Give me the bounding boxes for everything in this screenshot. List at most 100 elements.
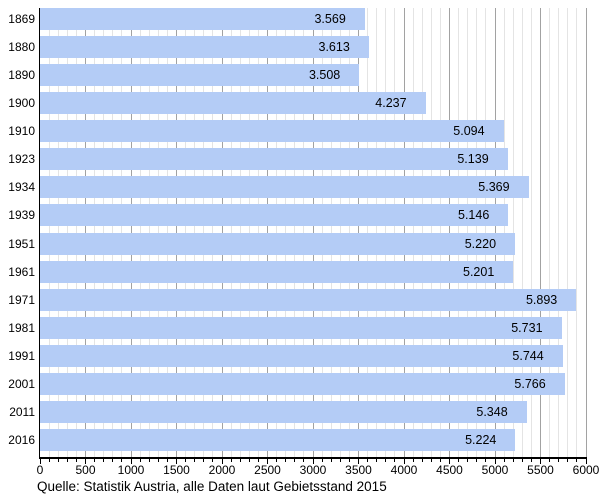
- x-tick-minor: [185, 458, 187, 462]
- x-tick-minor: [439, 458, 441, 462]
- x-tick-minor: [412, 458, 414, 462]
- x-tick-minor: [66, 458, 68, 462]
- x-tick-label: 3500: [345, 463, 372, 477]
- x-tick-minor: [157, 458, 159, 462]
- bar-value-label: 5.201: [463, 264, 495, 279]
- x-tick-major: [494, 458, 496, 464]
- x-tick-minor: [248, 458, 250, 462]
- bar-value-label: 5.139: [457, 152, 489, 167]
- bar: 3.613: [40, 36, 369, 59]
- gridline-minor: [576, 8, 578, 457]
- x-tick-label: 3000: [299, 463, 327, 477]
- source-caption: Quelle: Statistik Austria, alle Daten la…: [37, 479, 387, 494]
- year-tick-label: 1961: [8, 264, 35, 279]
- bar-value-label: 5.766: [514, 376, 546, 391]
- x-tick-major: [176, 458, 177, 464]
- year-tick-label: 2016: [8, 432, 35, 447]
- year-tick-label: 1971: [8, 292, 35, 307]
- bar: 5.731: [40, 316, 562, 339]
- x-tick-label: 5500: [527, 463, 554, 477]
- x-tick-major: [358, 458, 359, 464]
- bar-value-label: 5.224: [465, 432, 497, 447]
- x-tick-minor: [139, 458, 141, 462]
- plot-area: 3.569 3.613 3.508 4.237 5.094 5.139 5.369 5.146…: [40, 8, 587, 457]
- gridline-minor: [567, 8, 569, 457]
- gridline-minor: [549, 8, 551, 457]
- x-tick-major: [130, 458, 132, 464]
- x-tick-label: 0: [36, 463, 44, 477]
- x-tick-minor: [285, 458, 287, 462]
- x-tick-minor: [421, 458, 423, 462]
- x-tick-minor: [103, 458, 105, 462]
- gridline-major: [540, 8, 541, 457]
- bar-value-label: 5.369: [478, 180, 510, 195]
- x-tick-label: 6000: [572, 463, 600, 477]
- year-tick-label: 1951: [8, 236, 35, 251]
- year-tick-label: 1880: [8, 40, 35, 55]
- x-tick-minor: [558, 458, 560, 462]
- bar-value-label: 3.569: [314, 12, 346, 26]
- x-tick-minor: [549, 458, 551, 462]
- bar: 5.766: [40, 372, 565, 395]
- bar-value-label: 5.094: [453, 124, 485, 139]
- x-tick-minor: [276, 458, 278, 462]
- x-tick-label: 4000: [390, 463, 418, 477]
- year-tick-label: 1869: [8, 12, 35, 26]
- x-tick-major: [312, 458, 314, 464]
- x-tick-major: [267, 458, 268, 464]
- x-tick-minor: [303, 458, 305, 462]
- bar-value-label: 5.744: [512, 348, 544, 363]
- x-tick-minor: [567, 458, 569, 462]
- x-tick-minor: [385, 458, 387, 462]
- x-tick-minor: [376, 458, 378, 462]
- x-tick-minor: [367, 458, 369, 462]
- x-tick-minor: [576, 458, 578, 462]
- x-axis-line: [38, 457, 587, 459]
- x-tick-label: 5000: [481, 463, 509, 477]
- x-tick-minor: [521, 458, 523, 462]
- x-tick-minor: [467, 458, 469, 462]
- bar: 3.508: [40, 64, 360, 87]
- x-tick-label: 2000: [208, 463, 236, 477]
- x-tick-minor: [121, 458, 123, 462]
- bar-value-label: 4.237: [375, 96, 407, 111]
- x-tick-minor: [203, 458, 205, 462]
- x-tick-minor: [166, 458, 168, 462]
- x-tick-major: [221, 458, 223, 464]
- x-tick-minor: [230, 458, 232, 462]
- bar: 4.237: [40, 92, 426, 115]
- x-tick-minor: [257, 458, 259, 462]
- x-tick-label: 4500: [436, 463, 463, 477]
- year-tick-label: 1991: [8, 348, 35, 363]
- gridline-minor: [521, 8, 523, 457]
- x-tick-label: 1000: [117, 463, 145, 477]
- bar: 5.201: [40, 260, 514, 283]
- x-tick-minor: [148, 458, 150, 462]
- bar: 5.220: [40, 232, 516, 255]
- x-tick-minor: [394, 458, 396, 462]
- x-tick-minor: [48, 458, 50, 462]
- bar-value-label: 5.731: [511, 320, 543, 335]
- x-tick-minor: [194, 458, 196, 462]
- gridline-minor: [558, 8, 560, 457]
- x-tick-minor: [503, 458, 505, 462]
- x-tick-label: 1500: [163, 463, 190, 477]
- year-tick-label: 1934: [8, 180, 35, 195]
- bar: 5.139: [40, 148, 508, 171]
- x-tick-minor: [112, 458, 114, 462]
- year-tick-label: 1900: [8, 96, 35, 111]
- year-tick-label: 1939: [8, 208, 35, 223]
- x-tick-minor: [75, 458, 77, 462]
- gridline-major: [585, 8, 587, 457]
- bar-value-label: 5.348: [476, 404, 508, 419]
- bar: 5.744: [40, 344, 563, 367]
- bars-layer: 3.569 3.613 3.508 4.237 5.094 5.139 5.369 5.146…: [40, 8, 586, 457]
- x-tick-minor: [339, 458, 341, 462]
- x-tick-major: [540, 458, 541, 464]
- x-tick-label: 500: [75, 463, 96, 477]
- x-tick-minor: [512, 458, 514, 462]
- x-tick-minor: [430, 458, 432, 462]
- year-tick-label: 2011: [9, 404, 35, 419]
- x-tick-minor: [239, 458, 241, 462]
